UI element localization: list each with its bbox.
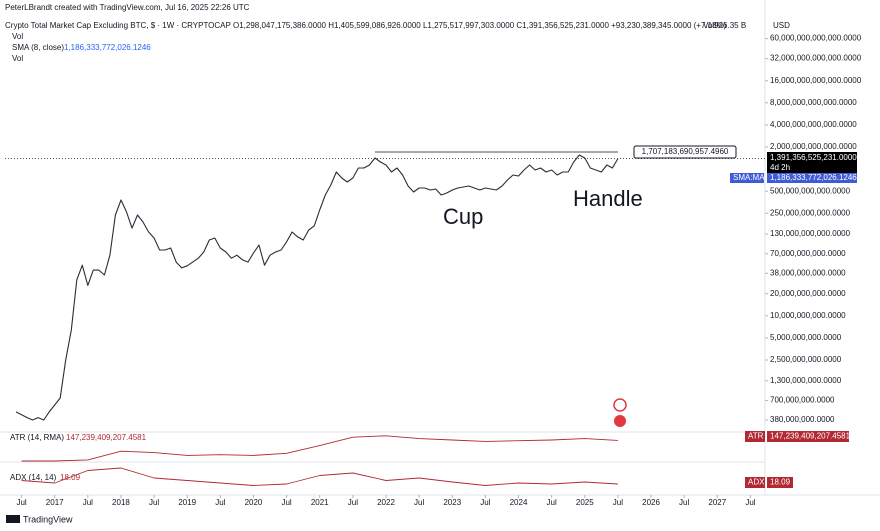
x-tick-label: Jul (679, 498, 689, 507)
y-tick-label: 500,000,000,000.0000 (770, 186, 851, 195)
legend-vol: Vol (12, 32, 23, 41)
y-tick-label: 16,000,000,000,000.0000 (770, 76, 862, 85)
price-line (15, 154, 619, 421)
x-tick-label: 2023 (443, 498, 461, 507)
x-tick-label: Jul (613, 498, 623, 507)
volume: Vol926.35 B (703, 21, 746, 30)
x-tick-label: Jul (480, 498, 490, 507)
last-price-tag (767, 152, 857, 174)
x-tick-label: Jul (348, 498, 358, 507)
y-tick-label: 8,000,000,000,000.0000 (770, 98, 857, 107)
adx-name: ADX (14, 14) (10, 473, 57, 482)
sma-tag-label: SMA:MA (733, 173, 765, 182)
sma-tag (730, 173, 764, 183)
countdown: 4d 2h (770, 163, 790, 172)
x-tick-label: Jul (215, 498, 225, 507)
x-tick-label: 2027 (708, 498, 726, 507)
x-tick-label: 2021 (311, 498, 329, 507)
x-tick-label: 2017 (46, 498, 64, 507)
y-tick-label: 38,000,000,000.0000 (770, 268, 846, 277)
y-tick-label: 700,000,000.0000 (770, 396, 835, 405)
x-tick-label: Jul (281, 498, 291, 507)
y-tick-label: 4,000,000,000,000.0000 (770, 120, 857, 129)
sma-value-label: 1,186,333,772,026.1246 (770, 173, 857, 182)
currency: USD (773, 21, 790, 30)
y-tick-label: 60,000,000,000,000.0000 (770, 34, 862, 43)
x-tick-label: Jul (547, 498, 557, 507)
legend-vol: Vol (12, 54, 23, 63)
y-tick-label: 20,000,000,000.0000 (770, 289, 846, 298)
x-tick-label: 2019 (178, 498, 196, 507)
y-tick-label: 10,000,000,000.0000 (770, 311, 846, 320)
x-tick-label: Jul (149, 498, 159, 507)
brand: TradingView (23, 514, 73, 524)
brand-logo (6, 515, 20, 523)
y-tick-label: 1,300,000,000.0000 (770, 376, 842, 385)
last-price-label: 1,391,356,525,231.0000 (770, 153, 857, 162)
legend-sma-value: 1,186,333,772,026.1246 (64, 43, 151, 52)
adx-value-tag (767, 477, 793, 488)
legend-sma: SMA (8, close) (12, 43, 64, 52)
x-tick-label: 2026 (642, 498, 660, 507)
x-tick-label: Jul (745, 498, 755, 507)
x-tick-label: Jul (16, 498, 26, 507)
atr-value-tag (767, 431, 849, 442)
ohlc: O1,298,047,175,386.0000 H1,405,599,086,9… (233, 21, 727, 30)
x-tick-label: 2024 (510, 498, 528, 507)
atr-name: ATR (14, RMA) (10, 433, 64, 442)
event-icon[interactable] (614, 415, 626, 427)
annotation: Handle (573, 186, 643, 211)
resistance-label: 1,707,183,690,957.4960 (642, 147, 729, 156)
atr-tag-label: ATR (748, 432, 764, 441)
atr-value-label: 147,239,409,207.4581 (770, 432, 851, 441)
chart-title: Crypto Total Market Cap Excluding BTC, $… (5, 21, 231, 30)
x-tick-label: 2025 (576, 498, 594, 507)
annotation: Cup (443, 204, 483, 229)
adx-value: 18.09 (60, 473, 81, 482)
y-tick-label: 5,000,000,000.0000 (770, 333, 842, 342)
adx-tag (745, 477, 765, 488)
y-tick-label: 2,500,000,000.0000 (770, 355, 842, 364)
adx-line (21, 467, 618, 486)
y-tick-label: 70,000,000,000.0000 (770, 249, 846, 258)
resistance-tag (633, 145, 737, 159)
x-tick-label: Jul (414, 498, 424, 507)
adx-value-label: 18.09 (770, 478, 791, 487)
y-tick-label: 130,000,000,000.0000 (770, 229, 851, 238)
x-tick-label: Jul (83, 498, 93, 507)
atr-value: 147,239,409,207.4581 (66, 433, 147, 442)
y-tick-label: 250,000,000,000.0000 (770, 208, 851, 217)
y-tick-label: 380,000,000.0000 (770, 415, 835, 424)
atr-tag (745, 431, 765, 442)
adx-tag-label: ADX (748, 478, 765, 487)
x-tick-label: 2020 (245, 498, 263, 507)
x-tick-label: 2022 (377, 498, 395, 507)
y-tick-label: 32,000,000,000,000.0000 (770, 54, 862, 63)
sma-value-tag (767, 173, 857, 183)
event-icon[interactable] (613, 398, 627, 412)
atr-line (21, 435, 618, 462)
y-tick-label: 2,000,000,000,000.0000 (770, 142, 857, 151)
x-tick-label: 2018 (112, 498, 130, 507)
credit: PeterLBrandt created with TradingView.co… (5, 3, 250, 12)
